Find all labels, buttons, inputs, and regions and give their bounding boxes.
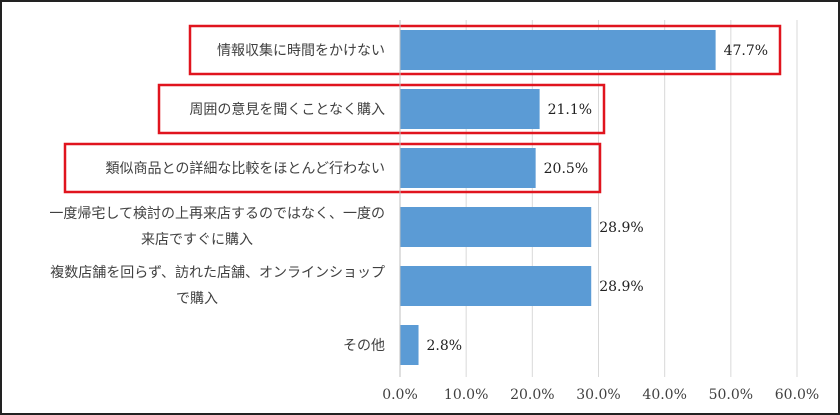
data-label: 2.8% — [427, 338, 463, 354]
category-label: 類似商品との詳細な比較をほとんど行わない — [106, 161, 385, 177]
bar — [400, 89, 540, 129]
x-tick-label: 40.0% — [642, 387, 686, 403]
bar — [400, 266, 592, 306]
x-tick-label: 60.0% — [775, 387, 819, 403]
category-label: で購入 — [176, 291, 218, 307]
bar — [400, 30, 716, 70]
data-label: 28.9% — [599, 279, 643, 295]
x-tick-label: 10.0% — [444, 387, 488, 403]
highlight-box — [188, 24, 782, 76]
data-label: 21.1% — [548, 102, 592, 118]
category-label: 一度帰宅して検討の上再来店するのではなく、一度の — [49, 205, 385, 222]
x-tick-label: 50.0% — [709, 387, 753, 403]
data-label: 47.7% — [724, 43, 768, 59]
data-label: 28.9% — [599, 220, 643, 236]
bar — [400, 207, 592, 247]
x-tick-label: 20.0% — [510, 387, 554, 403]
category-label: その他 — [343, 338, 385, 354]
bar — [400, 325, 419, 365]
data-label: 20.5% — [544, 161, 588, 177]
highlight-box — [157, 83, 606, 135]
x-tick-label: 0.0% — [382, 387, 418, 403]
highlight-box — [63, 142, 602, 194]
x-tick-label: 30.0% — [576, 387, 620, 403]
category-label: 周囲の意見を聞くことなく購入 — [189, 101, 385, 118]
category-label: 複数店舗を回らず、訪れた店舗、オンラインショップ — [50, 264, 385, 281]
category-label: 情報収集に時間をかけない — [217, 42, 385, 59]
category-label: 来店ですぐに購入 — [141, 232, 253, 248]
bar — [400, 148, 536, 188]
